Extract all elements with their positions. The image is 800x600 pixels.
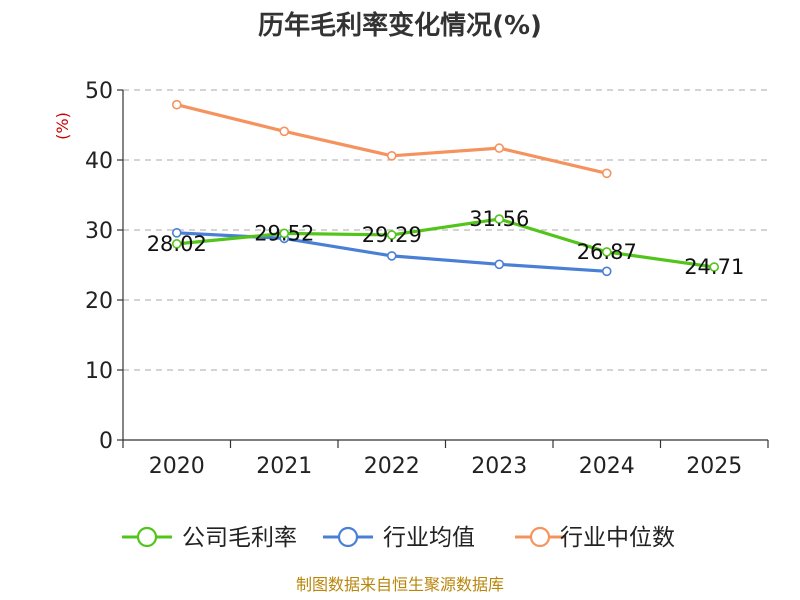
data-point <box>601 266 612 277</box>
source-note: 制图数据来自恒生聚源数据库 <box>296 575 504 594</box>
x-tick-label: 2023 <box>471 454 527 479</box>
y-tick-label: 40 <box>85 149 113 174</box>
data-label: 29.52 <box>254 221 314 245</box>
data-point <box>171 228 182 238</box>
x-tick-label: 2020 <box>149 454 205 479</box>
chart-title: 历年毛利率变化情况(%) <box>258 10 542 41</box>
y-tick-label: 30 <box>85 219 113 244</box>
data-point <box>601 168 612 179</box>
data-point <box>494 214 505 224</box>
y-tick-label: 20 <box>85 289 113 314</box>
y-tick-label: 10 <box>85 359 113 384</box>
legend-label: 行业均值 <box>383 525 475 551</box>
y-tick-label: 0 <box>99 429 113 454</box>
data-label: 29.29 <box>362 223 422 247</box>
legend-swatch-marker <box>529 526 551 548</box>
data-point <box>601 247 612 257</box>
data-label: 26.87 <box>577 240 637 264</box>
data-label: 28.02 <box>147 232 207 256</box>
data-point <box>386 251 397 261</box>
axes: 0 10 20 30 40 50 2020 2021 2022 2023 2024 2025 <box>85 79 769 479</box>
x-tick-label: 2025 <box>686 454 742 479</box>
data-point <box>386 151 397 161</box>
legend-item-0[interactable]: 公司毛利率 <box>122 525 297 551</box>
legend-item-2[interactable]: 行业中位数 <box>515 525 675 551</box>
legend-swatch-marker <box>337 526 359 548</box>
data-point <box>494 143 505 153</box>
series-line-0 <box>176 217 715 269</box>
gridlines <box>123 89 768 371</box>
x-tick-label: 2021 <box>256 454 312 479</box>
data-point <box>171 99 182 110</box>
legend-label: 行业中位数 <box>560 525 675 551</box>
x-tick-label: 2024 <box>579 454 635 479</box>
data-point <box>279 126 290 137</box>
data-label: 24.71 <box>684 255 744 279</box>
data-point <box>171 239 182 249</box>
data-point <box>709 262 720 272</box>
data-point <box>386 230 397 240</box>
legend-item-1[interactable]: 行业均值 <box>323 525 475 551</box>
y-tick-label: 50 <box>85 79 113 104</box>
x-tick-label: 2022 <box>364 454 420 479</box>
legend-label: 公司毛利率 <box>182 525 297 551</box>
legend-swatch-marker <box>136 526 158 548</box>
series-line-2 <box>176 103 608 175</box>
data-label: 31.56 <box>469 207 529 231</box>
data-labels: 28.02 29.52 29.29 31.56 26.87 24.71 <box>147 207 745 279</box>
data-point <box>494 259 505 270</box>
y-axis-unit-label: (%) <box>53 112 72 140</box>
data-point <box>279 228 290 239</box>
series-group <box>171 99 720 277</box>
legend[interactable]: 公司毛利率 行业均值 行业中位数 <box>122 525 675 551</box>
